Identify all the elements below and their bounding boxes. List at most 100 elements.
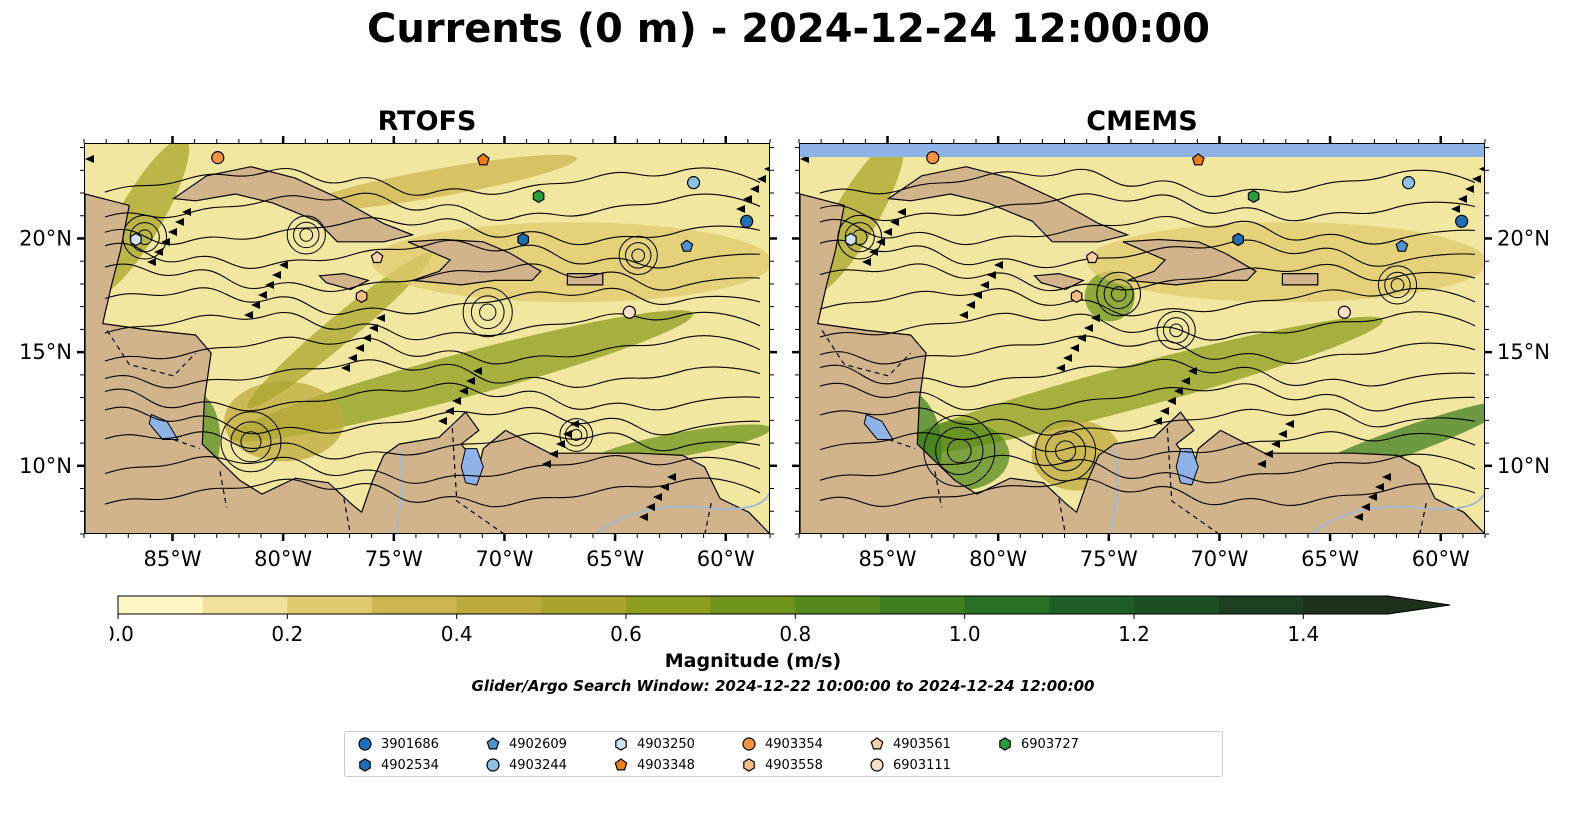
colorbar-segment xyxy=(372,596,458,614)
legend-item: 4903244 xyxy=(485,757,567,773)
colorbar-segment xyxy=(456,596,542,614)
colorbar-segment xyxy=(880,596,966,614)
colorbar-tick-label: 0.2 xyxy=(271,622,303,646)
legend-item: 3901686 xyxy=(357,736,439,752)
colorbar-tick-label: 0.8 xyxy=(779,622,811,646)
platform-marker-4903244 xyxy=(1401,176,1416,190)
colorbar-segment xyxy=(202,596,288,614)
legend-item: 4902534 xyxy=(357,757,439,773)
legend-label: 6903727 xyxy=(1021,736,1079,752)
lat-tick-label: 20°N xyxy=(1497,226,1550,250)
hexagon-marker-icon xyxy=(615,737,627,751)
colorbar-segment xyxy=(1218,596,1304,614)
search-window-note: Glider/Argo Search Window: 2024-12-22 10… xyxy=(471,677,1095,695)
lat-tick-label: 15°N xyxy=(19,340,72,364)
figure-title: Currents (0 m) - 2024-12-24 12:00:00 xyxy=(367,6,1210,52)
colorbar-segment xyxy=(626,596,712,614)
platform-marker-3901686 xyxy=(740,214,754,228)
legend-marker-6903111 xyxy=(870,758,884,772)
platform-legend: 3901686 4902534 4902609 4903244 4903250 49033… xyxy=(344,731,1223,777)
colorbar-segment xyxy=(710,596,796,614)
legend-marker-4902609 xyxy=(486,737,500,750)
map-canvas-cmems xyxy=(800,144,1484,533)
platform-marker-4903558 xyxy=(1070,289,1083,303)
legend-label: 3901686 xyxy=(381,736,439,752)
platform-marker-6903111 xyxy=(622,305,636,319)
legend-label: 4903558 xyxy=(765,757,823,773)
pentagon-marker-icon xyxy=(486,737,500,750)
lon-tick-label: 85°W xyxy=(144,547,202,571)
platform-marker-3901686 xyxy=(1455,214,1469,228)
legend-marker-4903244 xyxy=(486,758,500,772)
lon-tick-label: 60°W xyxy=(1412,547,1470,571)
pentagon-marker-icon xyxy=(614,758,628,771)
platform-marker-4903250 xyxy=(845,232,857,247)
map-panel-rtofs[interactable] xyxy=(84,143,770,534)
platform-marker-4903561 xyxy=(1085,250,1099,264)
legend-marker-4903250 xyxy=(615,737,627,751)
circle-marker-icon xyxy=(486,758,500,772)
legend-marker-6903727 xyxy=(999,737,1011,751)
legend-marker-4903558 xyxy=(743,758,755,772)
colorbar-tick-label: 1.2 xyxy=(1118,622,1150,646)
panel-title-cmems: CMEMS xyxy=(1086,106,1198,137)
legend-label: 4903244 xyxy=(509,757,567,773)
lon-tick-label: 70°W xyxy=(475,547,533,571)
circle-marker-icon xyxy=(742,737,756,751)
legend-marker-3901686 xyxy=(358,737,372,751)
lon-tick-label: 85°W xyxy=(859,547,917,571)
platform-marker-4903250 xyxy=(130,232,142,247)
lat-tick-label: 10°N xyxy=(1497,454,1550,478)
platform-marker-6903727 xyxy=(532,189,545,203)
legend-label: 4903348 xyxy=(637,757,695,773)
colorbar-tick-label: 1.0 xyxy=(949,622,981,646)
platform-marker-6903727 xyxy=(1247,189,1260,203)
legend-item: 4903354 xyxy=(741,736,823,752)
legend-item: 4902609 xyxy=(485,736,567,752)
colorbar-segment xyxy=(1049,596,1135,614)
platform-marker-4902534 xyxy=(1232,232,1244,247)
map-panel-cmems[interactable] xyxy=(799,143,1485,534)
legend-item: 4903348 xyxy=(613,757,695,773)
lat-tick-label: 10°N xyxy=(19,454,72,478)
legend-marker-4903348 xyxy=(614,758,628,771)
platform-marker-4903354 xyxy=(211,151,225,165)
legend-marker-4902534 xyxy=(359,758,371,772)
circle-marker-icon xyxy=(870,758,884,772)
colorbar-tick-label: 0.4 xyxy=(441,622,473,646)
colorbar-tick-label: 1.4 xyxy=(1287,622,1319,646)
colorbar-segment xyxy=(541,596,627,614)
platform-marker-4903348 xyxy=(1191,153,1205,166)
colorbar-label: Magnitude (m/s) xyxy=(664,650,842,672)
legend-item: 4903558 xyxy=(741,757,823,773)
colorbar-segment xyxy=(795,596,881,614)
lon-tick-label: 60°W xyxy=(697,547,755,571)
lon-tick-label: 80°W xyxy=(254,547,312,571)
colorbar-tick-label: 0.6 xyxy=(610,622,642,646)
legend-label: 4902609 xyxy=(509,736,567,752)
colorbar-segment xyxy=(1303,596,1389,614)
legend-marker-4903354 xyxy=(742,737,756,751)
lon-tick-label: 75°W xyxy=(1080,547,1138,571)
hexagon-marker-icon xyxy=(743,758,755,772)
platform-marker-4903354 xyxy=(926,151,940,165)
platform-marker-4902609 xyxy=(680,239,694,252)
colorbar-tick-label: 0.0 xyxy=(110,622,134,646)
circle-marker-icon xyxy=(358,737,372,751)
colorbar-segment xyxy=(118,596,204,614)
platform-marker-4902534 xyxy=(517,232,529,247)
legend-label: 4903354 xyxy=(765,736,823,752)
lon-tick-label: 70°W xyxy=(1190,547,1248,571)
platform-marker-6903111 xyxy=(1337,305,1351,319)
legend-marker-4903561 xyxy=(870,737,884,750)
axes-overlay: 85°W 80°W 75°W 70°W 65°W 60°W 20°N 15°N 10°N 85°W… xyxy=(19,136,1550,571)
legend-label: 4902534 xyxy=(381,757,439,773)
legend-item: 6903727 xyxy=(997,736,1079,752)
platform-marker-4903244 xyxy=(686,176,701,190)
platform-marker-4903561 xyxy=(370,250,384,264)
legend-label: 4903561 xyxy=(893,736,951,752)
hexagon-marker-icon xyxy=(999,737,1011,751)
colorbar: 0.0 0.2 0.4 0.6 0.8 1.0 1.2 1.4 xyxy=(110,595,1451,646)
platform-marker-4903558 xyxy=(355,289,368,303)
legend-item: 4903561 xyxy=(869,736,951,752)
